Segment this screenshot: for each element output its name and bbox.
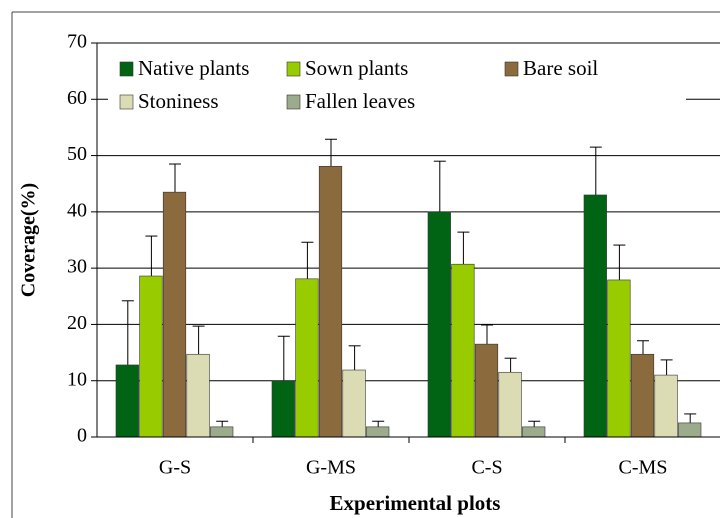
bar: [366, 426, 390, 438]
bar: [630, 353, 655, 438]
bar: [522, 426, 546, 438]
bar: [318, 165, 343, 438]
bar: [451, 263, 475, 438]
y-tick-label: 70: [67, 31, 87, 53]
bar: [607, 279, 631, 438]
bar: [678, 422, 702, 438]
x-tick-label: C-MS: [619, 457, 668, 479]
y-tick-label: 40: [67, 199, 87, 221]
bar: [474, 343, 499, 438]
y-tick-label: 50: [67, 143, 87, 165]
legend-swatch: [504, 61, 519, 77]
y-tick-label: 30: [67, 256, 87, 278]
legend-swatch: [286, 61, 301, 77]
bar: [162, 191, 187, 438]
bar: [583, 194, 607, 438]
y-tick-label: 60: [67, 87, 87, 109]
y-tick-label: 10: [67, 368, 87, 390]
legend-label: Fallen leaves: [305, 89, 415, 113]
y-tick-label: 0: [77, 425, 87, 447]
bar: [295, 278, 319, 438]
x-tick-label: G-S: [159, 457, 191, 479]
bar: [115, 364, 139, 438]
y-axis-label: Coverage(%): [18, 183, 40, 297]
bar: [498, 371, 522, 438]
legend-box: [108, 52, 686, 118]
legend-swatch: [286, 94, 301, 110]
bar: [186, 353, 210, 438]
bar: [139, 275, 163, 438]
bar: [271, 380, 295, 438]
legend-label: Native plants: [138, 56, 249, 80]
bar: [342, 369, 366, 438]
legend-swatch: [119, 94, 134, 110]
legend-swatch: [119, 61, 134, 77]
x-tick-label: C-S: [471, 457, 502, 479]
x-tick-label: G-MS: [306, 457, 356, 479]
legend-label: Bare soil: [523, 56, 598, 80]
y-tick-label: 20: [67, 312, 87, 334]
bar: [210, 426, 234, 438]
x-axis-label: Experimental plots: [330, 491, 501, 515]
bar: [427, 211, 451, 438]
legend-label: Stoniness: [138, 89, 219, 113]
bar: [654, 374, 678, 438]
legend-label: Sown plants: [305, 56, 408, 80]
